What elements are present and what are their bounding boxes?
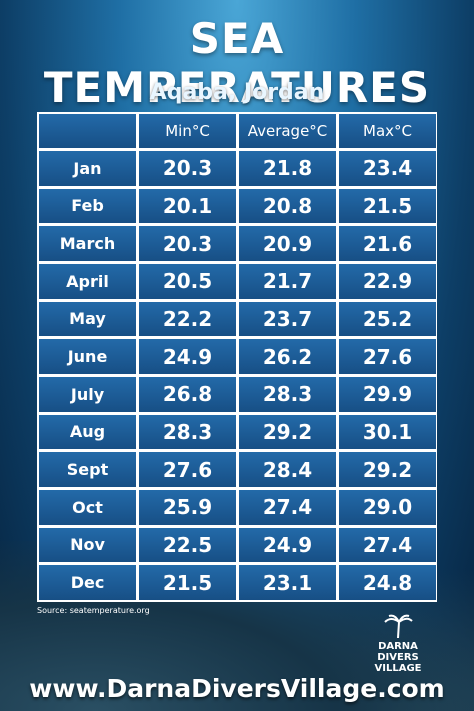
temperature-cell: 27.6 <box>339 339 436 374</box>
temperature-cell: 26.8 <box>139 377 236 412</box>
temperature-cell: 29.2 <box>239 414 336 450</box>
temperature-cell: 21.8 <box>239 151 336 186</box>
temperature-cell: 29.2 <box>339 452 436 487</box>
temperature-cell: 21.5 <box>139 565 236 600</box>
temperature-cell: 28.3 <box>139 414 236 450</box>
month-cell: July <box>39 377 136 412</box>
month-cell: April <box>39 264 136 299</box>
temperature-cell: 28.3 <box>239 377 336 412</box>
temperature-cell: 21.5 <box>339 188 436 224</box>
month-cell: Feb <box>39 188 136 224</box>
month-cell: Nov <box>39 527 136 563</box>
temperature-cell: 20.1 <box>139 188 236 224</box>
temperature-cell: 21.6 <box>339 226 436 261</box>
temperature-cell: 28.4 <box>239 452 336 487</box>
column-header: Max°C <box>339 114 436 148</box>
title: SEA TEMPERATURES <box>43 14 431 112</box>
temperature-cell: 29.0 <box>339 490 436 525</box>
temperature-cell: 24.9 <box>239 527 336 563</box>
temperature-cell: 23.7 <box>239 301 336 337</box>
month-cell: June <box>39 339 136 374</box>
temperature-cell: 22.9 <box>339 264 436 299</box>
month-cell: March <box>39 226 136 261</box>
column-header: Average°C <box>239 114 336 148</box>
source-note: Source: seatemperature.org <box>37 606 150 615</box>
palm-icon <box>384 614 413 639</box>
month-cell: May <box>39 301 136 337</box>
temperature-cell: 27.6 <box>139 452 236 487</box>
logo-text: DARNA DIVERS VILLAGE <box>374 641 422 674</box>
temperature-cell: 24.8 <box>339 565 436 600</box>
temperature-cell: 20.8 <box>239 188 336 224</box>
temperature-cell: 27.4 <box>239 490 336 525</box>
corner-cell <box>39 114 136 148</box>
temperature-cell: 25.2 <box>339 301 436 337</box>
temperature-cell: 23.1 <box>239 565 336 600</box>
temperature-table: Min°C Average°C Max°C Jan 20.3 21.8 23.4 Feb 20.… <box>37 112 437 602</box>
temperature-cell: 24.9 <box>139 339 236 374</box>
temperature-cell: 22.5 <box>139 527 236 563</box>
temperature-cell: 20.9 <box>239 226 336 261</box>
temperature-cell: 22.2 <box>139 301 236 337</box>
website: www.DarnaDiversVillage.com <box>29 674 445 703</box>
month-cell: Jan <box>39 151 136 186</box>
temperature-cell: 26.2 <box>239 339 336 374</box>
temperature-cell: 20.3 <box>139 151 236 186</box>
temperature-cell: 20.3 <box>139 226 236 261</box>
logo: DARNA DIVERS VILLAGE <box>358 614 438 674</box>
temperature-cell: 20.5 <box>139 264 236 299</box>
temperature-cell: 30.1 <box>339 414 436 450</box>
month-cell: Oct <box>39 490 136 525</box>
month-cell: Aug <box>39 414 136 450</box>
column-header: Min°C <box>139 114 236 148</box>
temperature-cell: 21.7 <box>239 264 336 299</box>
subtitle: Aqaba, Jordan <box>149 80 325 105</box>
temperature-cell: 23.4 <box>339 151 436 186</box>
temperature-cell: 29.9 <box>339 377 436 412</box>
month-cell: Dec <box>39 565 136 600</box>
temperature-cell: 25.9 <box>139 490 236 525</box>
month-cell: Sept <box>39 452 136 487</box>
temperature-cell: 27.4 <box>339 527 436 563</box>
